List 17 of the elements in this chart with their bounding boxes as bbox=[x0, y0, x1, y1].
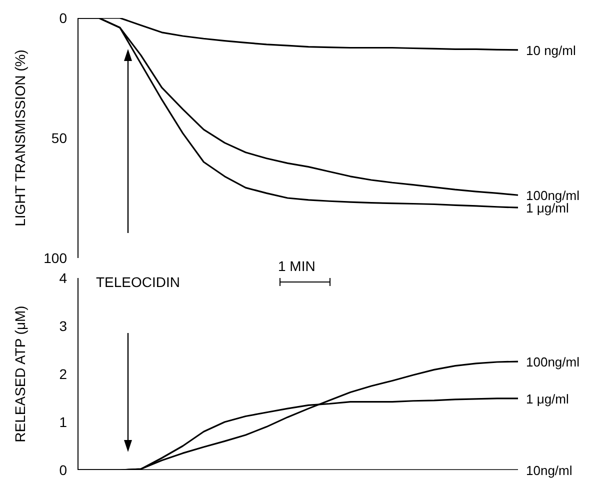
y-tick-label: 50 bbox=[51, 130, 68, 146]
series-label: 100ng/ml bbox=[526, 354, 580, 370]
y-tick-label: 100 bbox=[44, 250, 68, 266]
y-axis-title: RELEASED ATP (μM) bbox=[12, 306, 28, 442]
y-tick-label: 3 bbox=[59, 318, 68, 334]
annotation: 1 MIN bbox=[278, 258, 316, 274]
series-label: 10ng/ml bbox=[526, 463, 572, 478]
annotation: TELEOCIDIN bbox=[96, 274, 180, 290]
y-tick-label: 4 bbox=[59, 270, 68, 286]
y-tick-label: 2 bbox=[59, 366, 68, 382]
series-label: 10 ng/ml bbox=[526, 42, 576, 58]
y-tick-label: 0 bbox=[59, 10, 68, 26]
series-label: 1 μg/ml bbox=[526, 391, 570, 406]
y-tick-label: 0 bbox=[59, 462, 68, 478]
series-label: 100ng/ml bbox=[526, 188, 580, 204]
y-tick-label: 1 bbox=[59, 414, 68, 430]
y-axis-title: LIGHT TRANSMISSION (%) bbox=[12, 50, 28, 226]
